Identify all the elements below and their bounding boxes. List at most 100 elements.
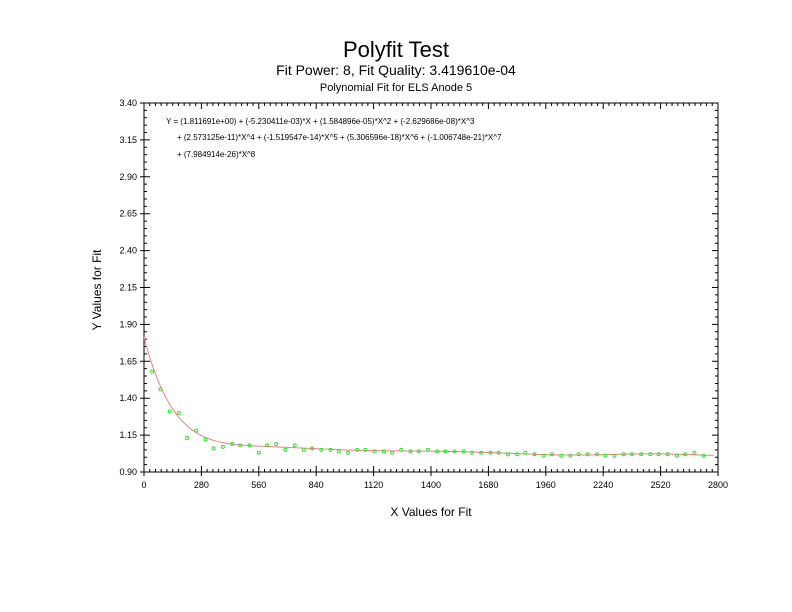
- data-point: [595, 452, 600, 457]
- data-point: [301, 447, 306, 452]
- data-point: [488, 450, 493, 455]
- y-tick-label: 2.90: [119, 172, 137, 182]
- data-point: [621, 452, 626, 457]
- data-point: [319, 447, 324, 452]
- data-point: [355, 447, 360, 452]
- data-point: [425, 447, 430, 452]
- data-point: [390, 450, 395, 455]
- data-point: [247, 443, 252, 448]
- data-point: [345, 450, 350, 455]
- data-point: [381, 449, 386, 454]
- data-point: [648, 452, 653, 457]
- data-point: [665, 452, 670, 457]
- data-point: [372, 449, 377, 454]
- data-point: [150, 369, 155, 374]
- fit-curve: [143, 337, 714, 456]
- data-point: [203, 437, 208, 442]
- data-point: [292, 443, 297, 448]
- axis-ticks: [140, 102, 719, 476]
- x-tick-label: 560: [251, 480, 266, 490]
- data-point: [559, 453, 564, 458]
- tick-marks: [140, 102, 719, 476]
- data-point: [283, 447, 288, 452]
- data-point: [220, 444, 225, 449]
- data-point: [443, 449, 448, 454]
- y-tick-label: 2.65: [119, 209, 137, 219]
- data-point: [701, 453, 706, 458]
- data-point: [256, 450, 261, 455]
- equation-line-3: + (7.984914e-26)*X^8: [177, 150, 256, 159]
- y-axis-label: Y Values for Fit: [90, 249, 104, 331]
- data-point: [408, 449, 413, 454]
- data-point: [194, 428, 199, 433]
- data-point: [549, 452, 554, 457]
- data-point: [211, 446, 216, 451]
- chart-subtitle: Fit Power: 8, Fit Quality: 3.419610e-04: [276, 62, 516, 78]
- x-tick-label: 2520: [651, 480, 671, 490]
- x-tick-label: 1680: [478, 480, 498, 490]
- x-tick-label: 1400: [421, 480, 441, 490]
- data-point: [336, 449, 341, 454]
- y-tick-label: 2.15: [119, 283, 137, 293]
- data-point: [568, 453, 573, 458]
- data-point: [310, 446, 315, 451]
- data-point: [639, 452, 644, 457]
- data-point: [675, 453, 679, 458]
- data-point: [479, 450, 484, 455]
- data-point: [452, 449, 457, 454]
- chart-title: Polyfit Test: [343, 37, 449, 62]
- y-tick-label: 3.40: [119, 98, 137, 108]
- data-point: [158, 387, 163, 392]
- x-tick-labels: 0 280 560 840 1120 1400 1680 1960 2240 2520 2800: [141, 480, 728, 490]
- data-point: [612, 453, 617, 458]
- data-point: [692, 450, 697, 455]
- data-point: [576, 452, 581, 457]
- y-tick-label: 3.15: [119, 135, 137, 145]
- data-point: [585, 452, 590, 457]
- data-points: [150, 369, 706, 458]
- x-tick-label: 280: [194, 480, 209, 490]
- data-point: [416, 449, 421, 454]
- data-point: [505, 452, 510, 457]
- equation-line-2: + (2.573125e-11)*X^4 + (-1.519547e-14)*X…: [177, 133, 502, 142]
- data-point: [470, 450, 474, 455]
- x-tick-label: 0: [141, 480, 146, 490]
- data-point: [683, 452, 688, 457]
- y-tick-label: 0.90: [119, 467, 137, 477]
- y-tick-label: 2.40: [119, 246, 137, 256]
- data-point: [230, 441, 235, 446]
- data-point: [435, 449, 440, 454]
- data-point: [603, 453, 608, 458]
- x-tick-label: 2240: [593, 480, 613, 490]
- y-tick-label: 1.65: [119, 356, 137, 366]
- data-point: [274, 441, 279, 446]
- data-point: [541, 453, 546, 458]
- x-tick-label: 840: [309, 480, 324, 490]
- data-point: [265, 443, 269, 448]
- y-tick-label: 1.90: [119, 319, 137, 329]
- data-point: [399, 447, 404, 452]
- y-tick-label: 1.40: [119, 393, 137, 403]
- x-tick-label: 2800: [708, 480, 728, 490]
- x-tick-label: 1960: [536, 480, 556, 490]
- x-axis-label: X Values for Fit: [390, 505, 472, 519]
- data-point: [532, 452, 537, 457]
- data-point: [328, 447, 333, 452]
- data-point: [167, 409, 172, 414]
- data-point: [461, 449, 466, 454]
- chart-subsubtitle: Polynomial Fit for ELS Anode 5: [320, 82, 472, 94]
- data-point: [656, 452, 661, 457]
- data-point: [238, 443, 243, 448]
- data-point: [496, 450, 501, 455]
- data-point: [523, 450, 528, 455]
- data-point: [185, 436, 190, 441]
- data-point: [176, 410, 181, 415]
- y-tick-labels: 0.90 1.15 1.40 1.65 1.90 2.15 2.40 2.65 2.90 3.15…: [119, 98, 137, 477]
- data-point: [515, 452, 520, 457]
- y-tick-label: 1.15: [119, 430, 137, 440]
- x-tick-label: 1120: [364, 480, 383, 490]
- data-point: [363, 447, 368, 452]
- data-point: [629, 452, 634, 457]
- equation-line-1: Y = (1.811691e+00) + (-5.230411e-03)*X +…: [166, 117, 475, 126]
